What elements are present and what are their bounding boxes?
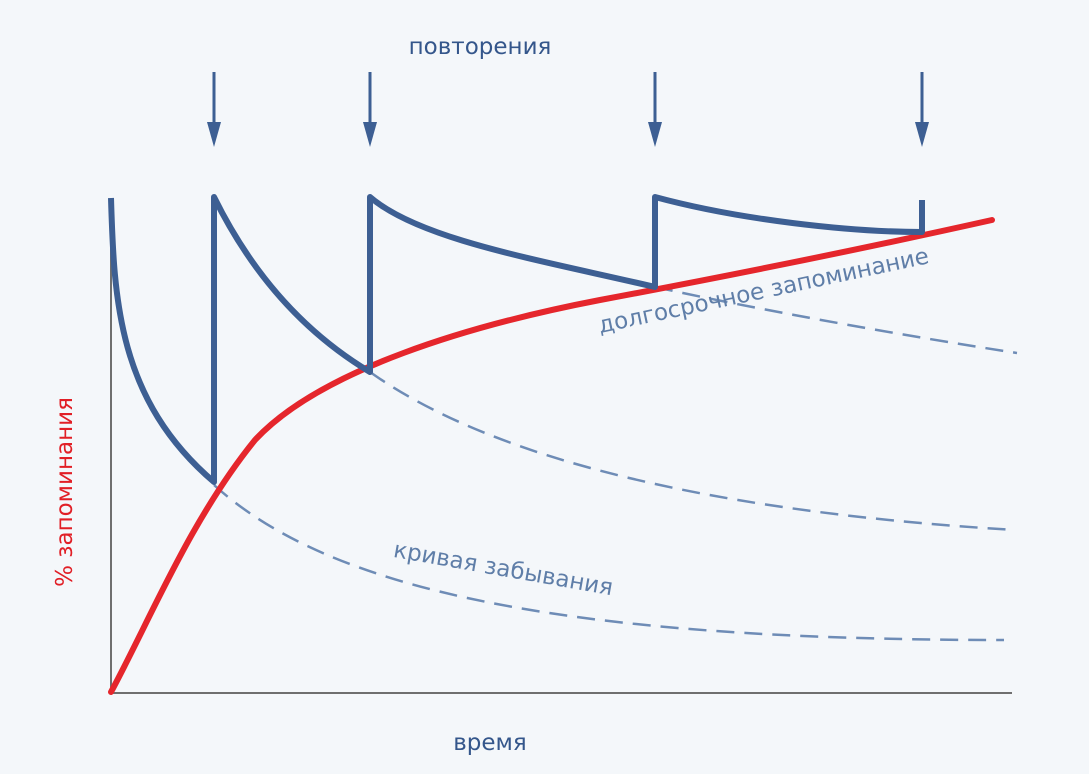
long-term-retention-curve — [108, 217, 995, 695]
forgetting-dashed-curves — [213, 285, 1018, 642]
arrow-down-icon — [648, 122, 662, 147]
arrow-down-icon — [915, 122, 929, 147]
arrow-down-icon — [363, 122, 377, 147]
repetition-arrows — [207, 72, 929, 147]
retention-curve-with-repetitions — [108, 194, 925, 485]
forgetting-curve-label: кривая забывания — [391, 537, 615, 601]
repetition-arrow — [648, 72, 662, 147]
x-axis-label: время — [453, 730, 527, 756]
forgetting-curve-after-rep1 — [213, 484, 1005, 642]
repetition-arrow — [207, 72, 221, 147]
y-axis-label: % запоминания — [52, 397, 78, 587]
repetition-arrow — [915, 72, 929, 147]
repetitions-label: повторения — [409, 34, 552, 60]
forgetting-curve-after-rep2 — [369, 370, 1016, 532]
forgetting-curve-after-rep3 — [654, 285, 1018, 355]
arrow-down-icon — [207, 122, 221, 147]
repetition-arrow — [363, 72, 377, 147]
axes — [110, 200, 1012, 694]
